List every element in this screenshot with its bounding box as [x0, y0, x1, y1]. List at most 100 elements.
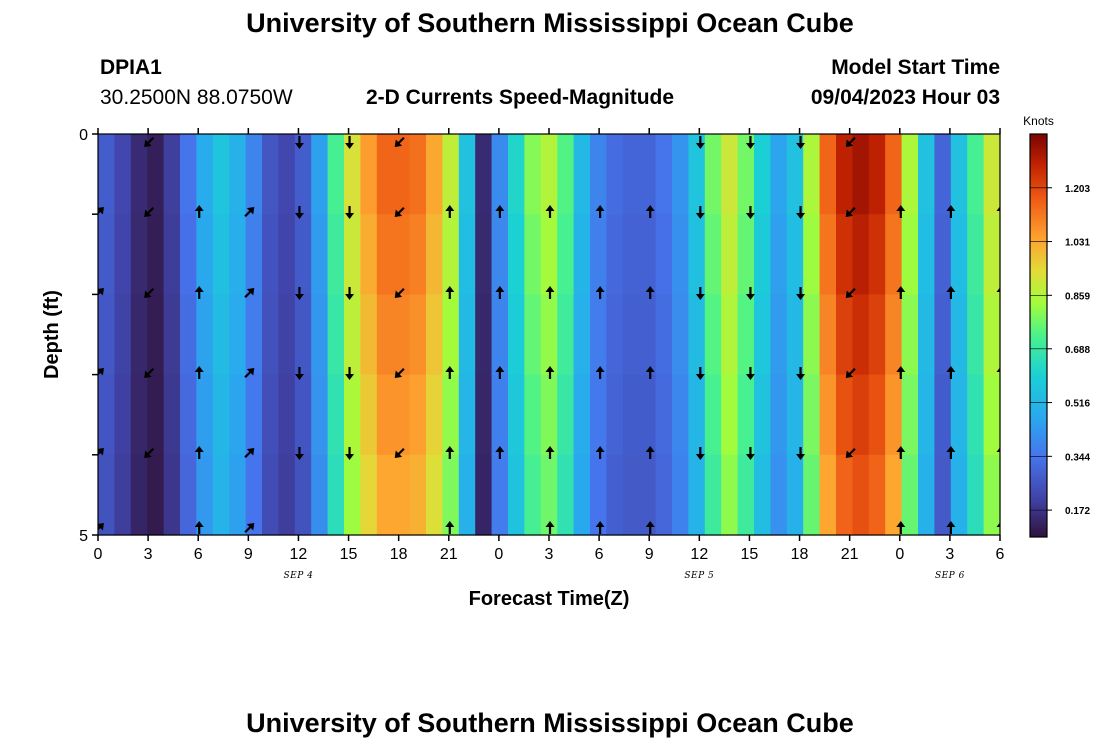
- heatmap-cell: [426, 214, 443, 295]
- heatmap-cell: [524, 454, 542, 536]
- heatmap-cell: [442, 454, 460, 536]
- current-arrow: [98, 523, 104, 534]
- page-title: University of Southern Mississippi Ocean…: [246, 8, 854, 38]
- heatmap-cell: [262, 134, 279, 215]
- heatmap-cell: [950, 454, 968, 536]
- heatmap-cell: [278, 294, 296, 376]
- footer-title: University of Southern Mississippi Ocean…: [246, 708, 854, 738]
- heatmap-cell: [426, 454, 443, 536]
- x-tick-label: 12: [290, 546, 308, 563]
- heatmap-cell: [950, 214, 968, 295]
- heatmap-cell: [852, 294, 870, 376]
- heatmap-cell: [590, 214, 607, 295]
- heatmap-cell: [737, 294, 755, 376]
- current-arrow: [244, 448, 255, 459]
- heatmap-cell: [754, 374, 771, 456]
- heatmap-cell: [491, 214, 509, 295]
- current-arrow: [345, 447, 355, 460]
- current-arrow: [695, 206, 705, 219]
- heatmap-cell: [885, 294, 903, 376]
- heatmap-cell: [754, 454, 771, 536]
- colorbar-tick-label: 0.859: [1065, 291, 1090, 302]
- heatmap-cell: [901, 454, 919, 536]
- heatmap-cell: [393, 294, 411, 376]
- x-tick-label: 15: [340, 546, 358, 563]
- heatmap-cell: [442, 294, 460, 376]
- heatmap-cell: [311, 454, 329, 536]
- heatmap-cell: [967, 374, 985, 456]
- heatmap-cell: [344, 374, 361, 456]
- x-tick-label: 12: [690, 546, 708, 563]
- heatmap-cell: [655, 134, 673, 215]
- current-arrow: [896, 286, 906, 299]
- current-arrow: [495, 205, 505, 218]
- heatmap-cell: [524, 294, 542, 376]
- heatmap-cell: [508, 454, 525, 536]
- plot-title: 2-D Currents Speed-Magnitude: [366, 86, 675, 109]
- heatmap-cell: [196, 374, 214, 456]
- heatmap-cell: [426, 134, 443, 215]
- current-arrow: [194, 521, 204, 534]
- heatmap-cell: [130, 214, 148, 295]
- current-arrow: [996, 521, 1000, 534]
- heatmap-cell: [852, 134, 870, 215]
- x-tick-label: 3: [945, 546, 954, 563]
- heatmap-cell: [98, 374, 115, 456]
- heatmap-cell: [983, 214, 1001, 295]
- heatmap-cell: [147, 214, 165, 295]
- current-arrow: [645, 366, 655, 379]
- heatmap-cell: [983, 454, 1001, 536]
- heatmap-cell: [147, 454, 165, 536]
- heatmap-cell: [442, 134, 460, 215]
- current-arrow: [946, 286, 956, 299]
- heatmap-cell: [376, 294, 394, 376]
- heatmap-cell: [934, 294, 952, 376]
- current-arrow: [595, 521, 605, 534]
- heatmap-cell: [639, 374, 657, 456]
- heatmap-cell: [409, 214, 427, 295]
- heatmap-cell: [868, 454, 886, 536]
- model-start-value: 09/04/2023 Hour 03: [810, 86, 1000, 109]
- heatmap-cell: [98, 454, 115, 536]
- date-label: SEP 4: [283, 571, 313, 581]
- heatmap-cell: [770, 374, 788, 456]
- heatmap-cell: [622, 454, 640, 536]
- current-arrow: [695, 367, 705, 380]
- current-arrow: [896, 521, 906, 534]
- heatmap-cell: [524, 214, 542, 295]
- heatmap-cell: [557, 374, 575, 456]
- heatmap-cell: [885, 454, 903, 536]
- current-arrow: [545, 521, 555, 534]
- heatmap-cell: [524, 374, 542, 456]
- heatmap-cell: [754, 294, 771, 376]
- x-tick-label: 0: [895, 546, 904, 563]
- current-arrow: [845, 206, 856, 217]
- heatmap-cell: [688, 374, 706, 456]
- current-arrow: [345, 367, 355, 380]
- current-arrow: [445, 366, 455, 379]
- current-arrow: [545, 366, 555, 379]
- heatmap-cell: [655, 294, 673, 376]
- heatmap-cell: [786, 214, 804, 295]
- heatmap-cell: [114, 374, 132, 456]
- current-arrow: [595, 446, 605, 459]
- heatmap-cell: [704, 214, 722, 295]
- heatmap-cell: [983, 374, 1001, 456]
- current-arrow: [345, 206, 355, 219]
- heatmap-cell: [130, 374, 148, 456]
- heatmap-cell: [475, 374, 493, 456]
- current-arrow: [946, 366, 956, 379]
- heatmap-cell: [622, 214, 640, 295]
- heatmap-cell: [475, 214, 493, 295]
- heatmap-cell: [983, 294, 1001, 376]
- heatmap-cell: [721, 294, 739, 376]
- heatmap-cell: [98, 214, 115, 295]
- heatmap-cell: [590, 454, 607, 536]
- heatmap-cell: [311, 374, 329, 456]
- heatmap-cell: [327, 294, 345, 376]
- current-arrow: [946, 446, 956, 459]
- heatmap-cell: [852, 374, 870, 456]
- current-arrow: [896, 446, 906, 459]
- heatmap-cell: [327, 454, 345, 536]
- heatmap-cell: [967, 214, 985, 295]
